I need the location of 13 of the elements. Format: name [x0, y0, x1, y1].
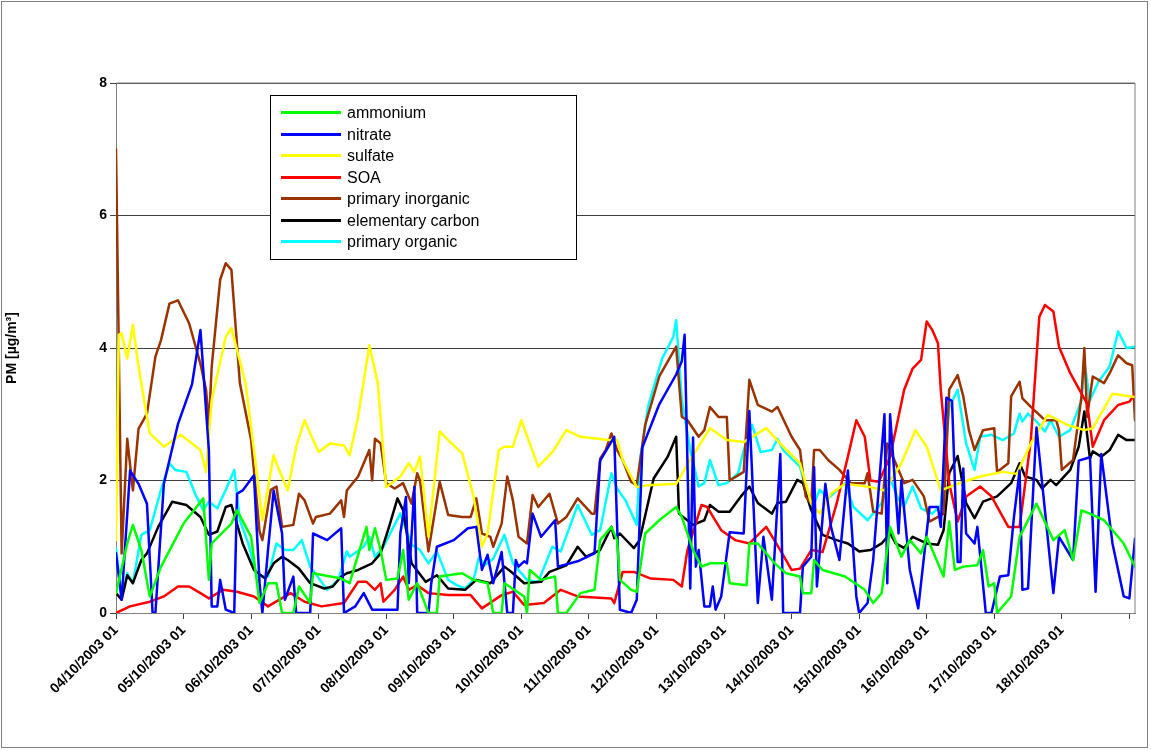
y-tick-label: 0: [99, 603, 108, 620]
legend-label: nitrate: [347, 124, 392, 145]
legend-label: ammonium: [347, 103, 427, 123]
legend-label: primary inorganic: [347, 189, 470, 209]
legend-label: SOA: [347, 167, 381, 188]
legend-label: primary organic: [347, 232, 458, 252]
y-tick-label: 4: [99, 338, 108, 355]
y-tick-label: 8: [99, 73, 108, 90]
legend-label: sulfate: [347, 146, 395, 166]
y-axis-title: PM [µg/m³]: [3, 312, 20, 384]
y-tick-label: 6: [99, 206, 108, 223]
legend-label: elementary carbon: [347, 210, 480, 231]
y-tick-label: 2: [99, 471, 108, 488]
